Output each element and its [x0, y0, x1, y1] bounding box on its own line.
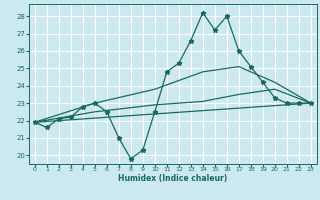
X-axis label: Humidex (Indice chaleur): Humidex (Indice chaleur): [118, 174, 228, 183]
